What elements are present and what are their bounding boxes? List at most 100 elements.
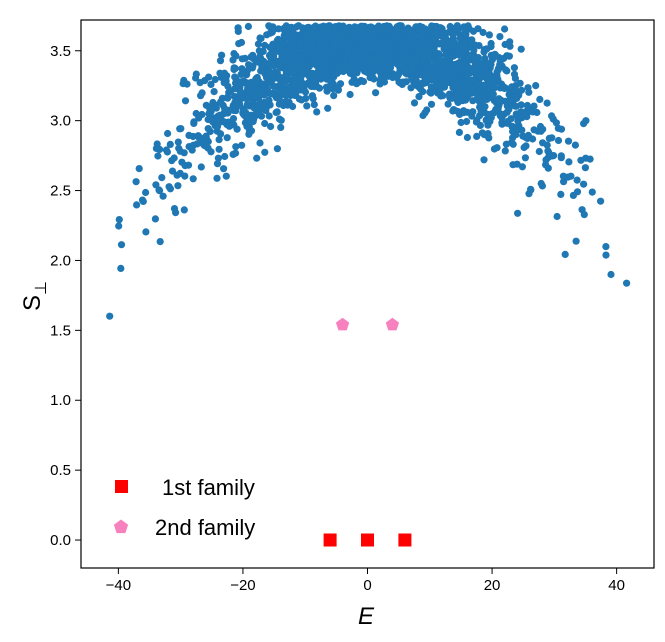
cloud-point [197, 92, 205, 100]
cloud-point [252, 75, 260, 83]
cloud-point [152, 144, 160, 152]
cloud-point [385, 25, 393, 33]
cloud-point [261, 41, 269, 50]
cloud-point [267, 70, 275, 78]
cloud-point [263, 86, 272, 94]
cloud-point [557, 152, 565, 160]
cloud-point [177, 125, 185, 133]
cloud-point [252, 110, 260, 118]
cloud-point [220, 69, 228, 77]
cloud-point [532, 82, 540, 90]
cloud-point [471, 56, 479, 64]
cloud-point [623, 279, 631, 287]
cloud-point [213, 122, 222, 131]
cloud-point [557, 190, 565, 198]
cloud-point [597, 197, 605, 205]
cloud-point [407, 84, 415, 92]
cloud-point [481, 54, 489, 63]
cloud-point [266, 79, 274, 87]
cloud-point [362, 56, 370, 64]
cloud-point [159, 192, 167, 200]
cloud-point [207, 148, 215, 156]
cloud-point [231, 64, 239, 72]
cloud-point [588, 188, 596, 196]
cloud-point [276, 87, 284, 95]
cloud-point [370, 55, 378, 63]
cloud-point [310, 25, 318, 33]
cloud-point [550, 152, 558, 160]
cloud-point [513, 94, 521, 102]
cloud-point [496, 60, 504, 69]
cloud-point [353, 80, 361, 88]
cloud-point [475, 94, 483, 102]
cloud-point [254, 40, 262, 48]
cloud-point [142, 188, 150, 197]
cloud-point [270, 62, 278, 70]
x-tick-label: 20 [484, 577, 501, 594]
cloud-point [379, 52, 388, 61]
cloud-point [470, 89, 478, 97]
cloud-point [297, 73, 305, 81]
cloud-point [309, 41, 317, 49]
cloud-point [573, 176, 581, 184]
cloud-point [321, 56, 329, 64]
cloud-point [214, 154, 222, 162]
cloud-point [166, 140, 174, 148]
x-axis-label: E [358, 603, 375, 630]
cloud-point [387, 51, 395, 60]
cloud-point [407, 32, 415, 40]
cloud-point [203, 136, 211, 144]
cloud-point [565, 158, 573, 166]
cloud-point [286, 61, 294, 70]
cloud-point [237, 88, 245, 96]
cloud-point [213, 174, 221, 182]
cloud-point [419, 111, 427, 120]
cloud-point [607, 270, 615, 279]
legend-label-2nd-family: 2nd family [155, 515, 255, 540]
cloud-point [548, 134, 556, 142]
first-family-point [323, 533, 337, 547]
cloud-point [256, 139, 264, 147]
cloud-point [331, 41, 339, 49]
cloud-point [436, 86, 444, 95]
cloud-point [324, 104, 332, 112]
cloud-point [335, 49, 343, 57]
cloud-point [419, 54, 427, 63]
cloud-point [461, 45, 470, 54]
cloud-point [552, 119, 561, 127]
cloud-point [481, 60, 489, 68]
cloud-point [243, 122, 251, 131]
cloud-point [518, 114, 526, 122]
x-tick-label: −20 [230, 577, 255, 594]
cloud-point [276, 43, 284, 51]
cloud-point [265, 22, 273, 30]
cloud-point [369, 38, 377, 46]
cloud-point [195, 114, 203, 122]
cloud-point [453, 50, 461, 58]
second-family-point [385, 317, 400, 331]
y-tick-label: 3.5 [50, 43, 71, 60]
legend: 1st family 2nd family [113, 475, 255, 540]
cloud-point [508, 127, 517, 136]
cloud-point [480, 81, 488, 89]
cloud-point [388, 39, 396, 47]
cloud-point [434, 81, 442, 89]
cloud-point [168, 157, 176, 165]
cloud-point [238, 65, 246, 73]
cloud-point [535, 147, 543, 156]
cloud-point [373, 26, 381, 34]
cloud-point [189, 175, 197, 183]
cloud-point [117, 264, 125, 272]
cloud-point [296, 39, 304, 47]
cloud-point [247, 53, 255, 61]
cloud-point [542, 156, 550, 164]
cloud-point [291, 80, 299, 88]
cloud-point [238, 55, 246, 63]
cloud-point [516, 79, 524, 87]
cloud-point [237, 70, 245, 78]
cloud-point [330, 92, 338, 100]
cloud-point [522, 108, 530, 116]
cloud-point [285, 47, 293, 55]
cloud-point [455, 128, 463, 136]
y-axis-label: S⊥ [19, 281, 50, 311]
